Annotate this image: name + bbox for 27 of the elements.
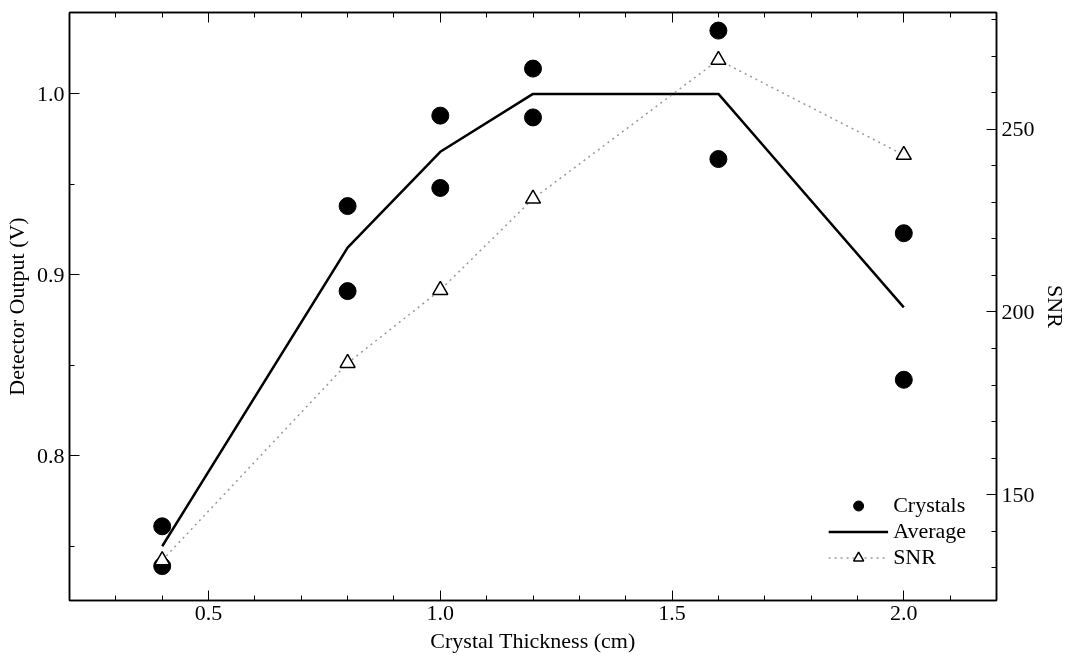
x-tick-label: 1.0 bbox=[426, 599, 455, 625]
legend-label: SNR bbox=[893, 544, 936, 570]
point bbox=[709, 150, 728, 169]
point bbox=[431, 179, 450, 197]
y-axis-title: Detector Output (V) bbox=[4, 217, 29, 396]
x-tick-label: 0.5 bbox=[194, 599, 223, 625]
y-tick-label: 1.0 bbox=[37, 80, 65, 106]
y2-tick-label: 250 bbox=[1001, 116, 1035, 142]
y2-axis-title: SNR bbox=[1042, 285, 1068, 329]
y2-tick-label: 150 bbox=[1001, 481, 1035, 507]
point bbox=[709, 21, 728, 40]
legend-label: Average bbox=[893, 518, 966, 544]
point bbox=[153, 517, 172, 536]
point bbox=[894, 370, 913, 389]
point bbox=[524, 59, 542, 78]
point bbox=[338, 197, 357, 216]
x-tick-label: 2.0 bbox=[890, 599, 918, 625]
point bbox=[338, 282, 357, 301]
point bbox=[431, 106, 450, 125]
legend-label: Crystals bbox=[893, 492, 966, 518]
point bbox=[524, 108, 542, 127]
y-tick-label: 0.8 bbox=[37, 442, 65, 468]
y-tick-label: 0.9 bbox=[37, 261, 65, 287]
x-tick-label: 1.5 bbox=[658, 599, 686, 625]
y2-tick-label: 200 bbox=[1001, 298, 1035, 324]
point bbox=[894, 224, 913, 243]
x-axis-title: Crystal Thickness (cm) bbox=[430, 627, 636, 653]
